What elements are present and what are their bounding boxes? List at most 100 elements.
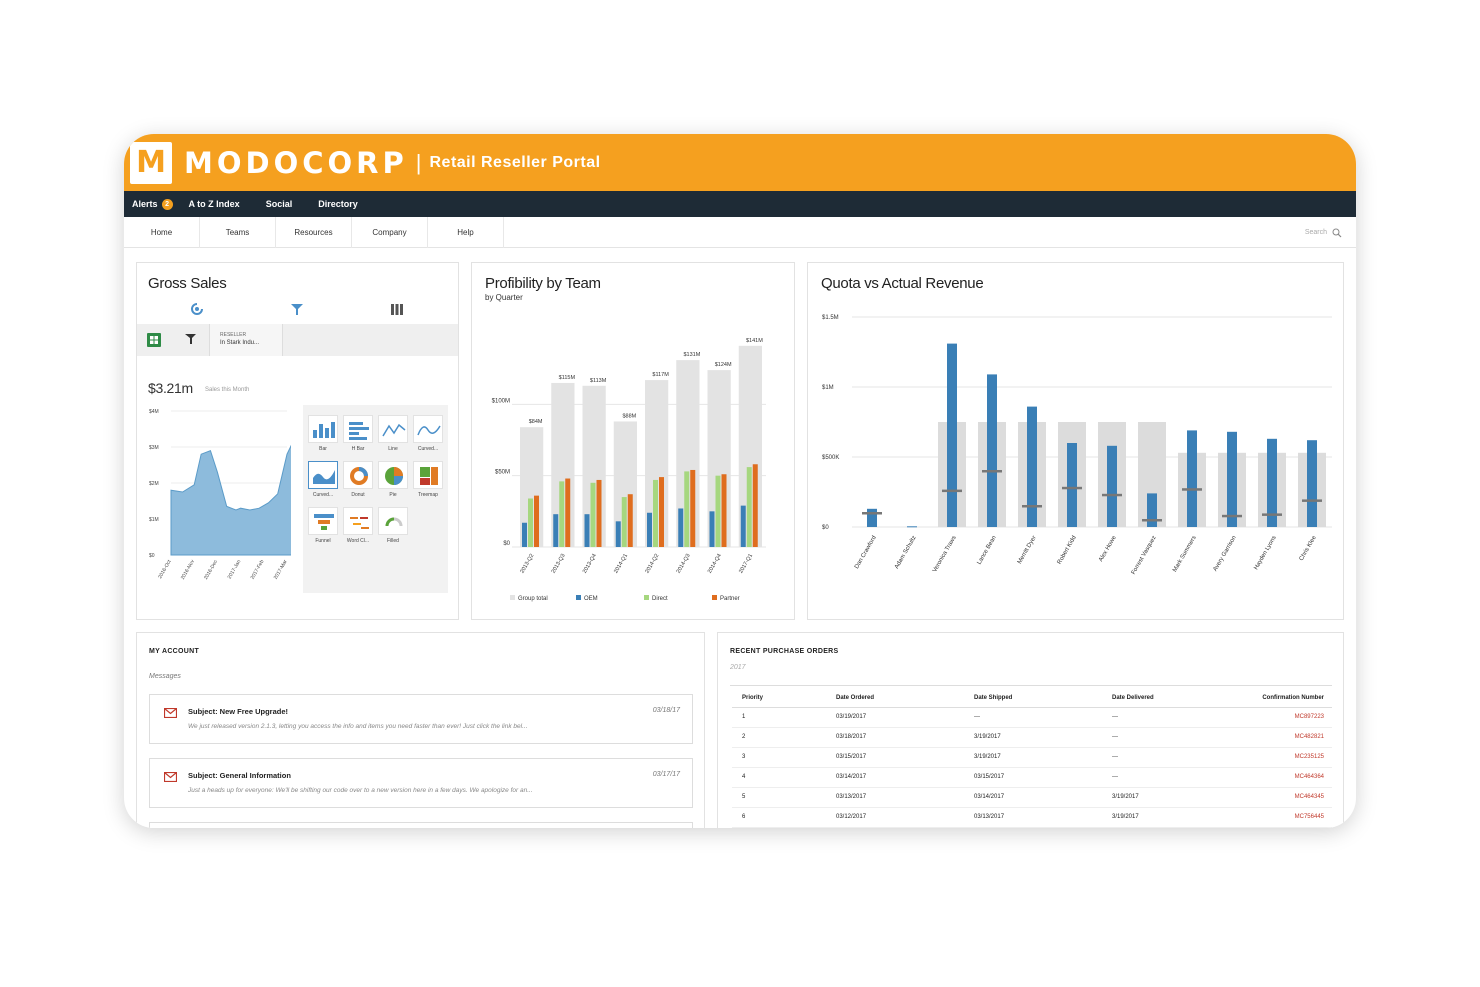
chart-type-label: Treemap [418, 492, 438, 498]
chart-type-funnel[interactable]: Funnel [307, 507, 339, 549]
table-row[interactable]: 4 03/14/2017 03/15/2017 --- MC464364 [732, 767, 1332, 788]
chart-type-pie[interactable]: Pie [377, 461, 409, 503]
reseller-filter-chip[interactable]: RESELLER In Stark Indu... [209, 324, 283, 356]
confirmation-number-link[interactable]: MC464364 [1222, 767, 1332, 788]
alerts-link[interactable]: Alerts 2 [132, 198, 173, 210]
spreadsheet-icon[interactable] [147, 333, 161, 347]
app-window: M MODOCORP | Retail Reseller Portal Aler… [124, 134, 1356, 828]
table-row[interactable]: 6 03/12/2017 03/13/2017 3/19/2017 MC756445 [732, 807, 1332, 828]
confirmation-number-link[interactable]: MC464345 [1222, 787, 1332, 808]
confirmation-number-link[interactable]: MC897223 [1222, 707, 1332, 728]
icon-part [331, 422, 335, 438]
funnel-filter-icon[interactable] [291, 304, 303, 315]
series-bar [584, 514, 590, 547]
area-series [170, 444, 291, 556]
chart-type-tile [413, 415, 443, 443]
nav-teams[interactable]: Teams [200, 216, 276, 248]
table-header-row: Priority Date Ordered Date Shipped Date … [732, 689, 1332, 708]
gauge-chart-icon [385, 517, 403, 527]
series-bar [647, 512, 652, 547]
chart-type-tile [308, 461, 338, 489]
col-date-shipped[interactable]: Date Shipped [964, 689, 1102, 708]
table-row[interactable]: 2 03/18/2017 3/19/2017 --- MC482821 [732, 727, 1332, 748]
col-priority[interactable]: Priority [732, 689, 826, 708]
logo[interactable]: M [130, 141, 172, 184]
chart-type-donut[interactable]: Donut [342, 461, 374, 503]
confirmation-number-link[interactable]: MC482821 [1222, 727, 1332, 748]
gross-sales-area-chart: $0 $1M $2M $3M $4M 2016-Oct 2016-Nov 2016-Dec 20… [149, 409, 291, 581]
chart-type-bar[interactable]: Bar [307, 415, 339, 457]
target-marker [982, 470, 1002, 473]
actual-bar [947, 343, 957, 527]
logo-letter: M [136, 145, 166, 180]
bar-value-label: $115M [559, 375, 576, 381]
chart-type-wordcloud[interactable]: Word Cl... [342, 507, 374, 549]
icon-part [420, 478, 430, 485]
quota-panel: Quota vs Actual Revenue $0 $500K $1M $1.5M D… [807, 262, 1344, 620]
icon-part [319, 424, 323, 438]
col-date-delivered[interactable]: Date Delivered [1102, 689, 1222, 708]
chart-type-label: H Bar [351, 446, 365, 452]
legend-label: OEM [584, 596, 598, 602]
icon-part [420, 467, 430, 477]
filter-clear-icon[interactable] [185, 334, 197, 346]
actual-bar [1147, 493, 1157, 527]
icon-part [360, 517, 368, 519]
table-row[interactable]: 3 03/15/2017 3/19/2017 --- MC235125 [732, 747, 1332, 768]
series-bar [615, 521, 621, 547]
chart-type-line[interactable]: Line [377, 415, 409, 457]
chart-type-gauge[interactable]: Filled [377, 507, 409, 549]
chart-type-label: Curved... [312, 492, 334, 498]
legend-swatch [576, 595, 581, 600]
chart-type-area[interactable]: Curved... [307, 461, 339, 503]
table-cell: --- [1102, 767, 1222, 788]
actual-bar [987, 374, 997, 527]
x-tick-label: 2014-Q1 [613, 553, 629, 575]
x-tick-label: Forrest Vasquez [1131, 535, 1158, 576]
chart-type-hbar[interactable]: H Bar [342, 415, 374, 457]
table-row[interactable]: 1 03/19/2017 --- --- MC897223 [732, 707, 1332, 728]
col-date-ordered[interactable]: Date Ordered [826, 689, 964, 708]
chart-type-tile [378, 507, 408, 535]
x-tick-label: Robert Kidd [1057, 535, 1078, 565]
icon-part [417, 425, 441, 436]
pie-chart-icon [385, 467, 403, 485]
message-item[interactable]: Subject: General Information 03/17/17 Ju… [149, 758, 693, 808]
col-confirmation-number[interactable]: Confirmation Number [1222, 689, 1332, 708]
nav-resources[interactable]: Resources [276, 216, 352, 248]
bar-value-label: $88M [622, 413, 636, 419]
message-item[interactable]: Subject: New Free Upgrade! 03/18/17 We j… [149, 694, 693, 744]
search-box[interactable]: Search [1305, 217, 1342, 248]
actual-bar [1067, 443, 1077, 527]
bar-value-label: $124M [715, 362, 732, 368]
target-marker [1022, 505, 1042, 508]
topnav-directory[interactable]: Directory [318, 199, 358, 209]
table-cell: 03/13/2017 [964, 807, 1102, 828]
actual-bar [1267, 438, 1277, 527]
search-icon[interactable] [1332, 228, 1342, 238]
refresh-icon[interactable] [191, 303, 203, 315]
bar-value-label: $84M [529, 419, 543, 425]
chart-type-label: Filled [387, 538, 399, 544]
message-item[interactable] [149, 822, 693, 828]
topnav-az-index[interactable]: A to Z Index [188, 199, 240, 209]
chart-type-tile [308, 415, 338, 443]
x-tick-label: Alex Howe [1098, 534, 1118, 562]
chart-type-curve[interactable]: Curved... [412, 415, 444, 457]
columns-icon[interactable] [391, 304, 403, 315]
nav-home[interactable]: Home [124, 216, 200, 248]
icon-part [314, 514, 334, 518]
topnav-social[interactable]: Social [265, 199, 293, 209]
confirmation-number-link[interactable]: MC235125 [1222, 747, 1332, 768]
confirmation-number-link[interactable]: MC756445 [1222, 807, 1332, 828]
line-chart-icon [382, 423, 406, 437]
icon-part [382, 423, 406, 437]
table-row[interactable]: 5 03/13/2017 03/14/2017 3/19/2017 MC464345 [732, 787, 1332, 808]
table-cell: 1 [732, 707, 826, 728]
funnel-chart-icon [314, 514, 334, 530]
series-bar [553, 514, 559, 547]
actual-bar [1307, 440, 1317, 527]
nav-company[interactable]: Company [352, 216, 428, 248]
chart-type-treemap[interactable]: Treemap [412, 461, 444, 503]
nav-help[interactable]: Help [428, 216, 504, 248]
